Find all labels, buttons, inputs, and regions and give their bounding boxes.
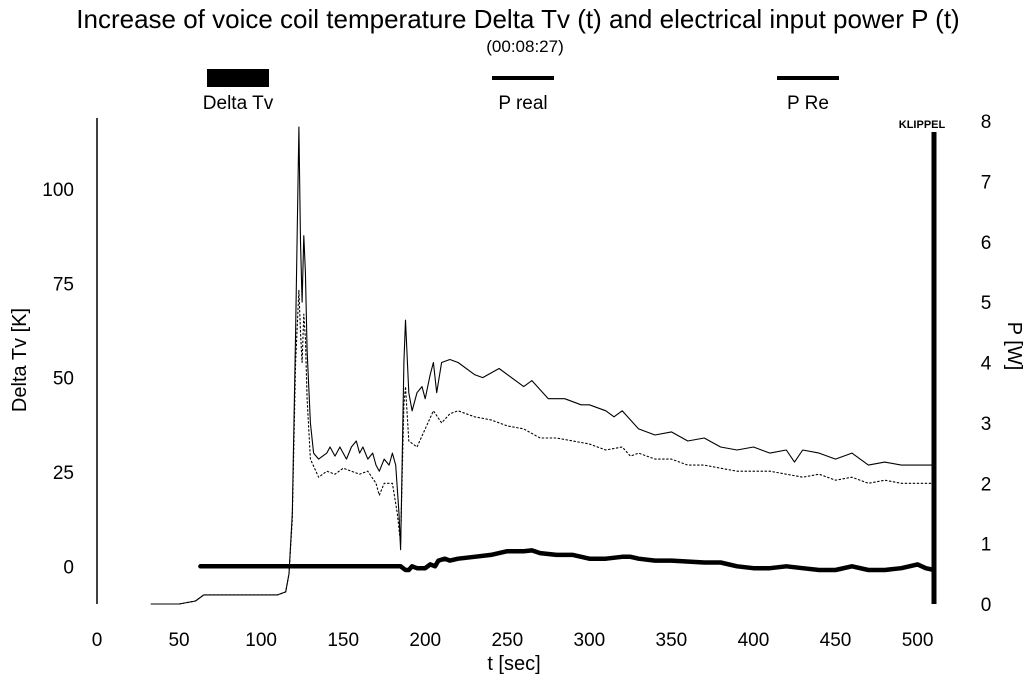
y-right-tick-label: 3 bbox=[981, 414, 992, 435]
x-tick-label: 300 bbox=[574, 630, 606, 651]
y-right-tick-label: 0 bbox=[981, 595, 992, 616]
brand-label: KLIPPEL bbox=[899, 119, 946, 131]
series-line-p-re bbox=[150, 289, 935, 605]
x-tick-label: 50 bbox=[168, 630, 189, 651]
y-right-tick-label: 2 bbox=[981, 474, 992, 495]
y-left-tick-label: 100 bbox=[42, 180, 74, 201]
legend-label-p-real: P real bbox=[498, 93, 547, 114]
y-right-tick-label: 7 bbox=[981, 172, 992, 193]
legend-swatch-delta-tv bbox=[207, 69, 269, 87]
x-tick-label: 350 bbox=[656, 630, 688, 651]
series-layer bbox=[150, 126, 937, 605]
x-tick-labels: 0 50 100 150 200 250 300 350 400 450 500 bbox=[92, 630, 934, 651]
legend-swatch-p-real bbox=[492, 76, 554, 80]
x-tick-label: 250 bbox=[491, 630, 523, 651]
x-axis-title: t [sec] bbox=[487, 653, 540, 675]
y-right-tick-label: 6 bbox=[981, 233, 992, 254]
series-line-p-real bbox=[150, 126, 935, 605]
y-left-tick-label: 75 bbox=[53, 274, 74, 295]
y-left-axis-title: Delta Tv [K] bbox=[9, 308, 31, 412]
x-tick-label: 100 bbox=[245, 630, 277, 651]
y-right-tick-label: 5 bbox=[981, 293, 992, 314]
y-right-tick-label: 4 bbox=[981, 354, 992, 375]
series-line-delta-tv bbox=[198, 548, 937, 573]
x-tick-label: 0 bbox=[92, 630, 103, 651]
y-left-tick-label: 25 bbox=[53, 463, 74, 484]
x-tick-label: 500 bbox=[902, 630, 934, 651]
x-tick-label: 400 bbox=[738, 630, 770, 651]
left-tick-labels: 0 25 50 75 100 bbox=[42, 180, 74, 578]
chart-subtitle: (00:08:27) bbox=[486, 37, 564, 56]
chart-title: Increase of voice coil temperature Delta… bbox=[76, 4, 959, 34]
legend-swatch-p-re bbox=[777, 76, 839, 80]
y-right-tick-label: 1 bbox=[981, 535, 992, 556]
y-left-tick-label: 50 bbox=[53, 369, 74, 390]
legend: Delta Tv P real P Re bbox=[203, 69, 839, 114]
x-tick-label: 200 bbox=[409, 630, 441, 651]
x-tick-label: 150 bbox=[327, 630, 359, 651]
y-left-tick-label: 0 bbox=[63, 557, 74, 578]
right-tick-labels: 0 1 2 3 4 5 6 7 8 bbox=[981, 112, 992, 616]
legend-label-delta-tv: Delta Tv bbox=[203, 93, 274, 114]
y-right-axis-title: P [W] bbox=[1003, 322, 1025, 371]
x-tick-label: 450 bbox=[820, 630, 852, 651]
legend-label-p-re: P Re bbox=[787, 93, 829, 114]
y-right-tick-label: 8 bbox=[981, 112, 992, 133]
